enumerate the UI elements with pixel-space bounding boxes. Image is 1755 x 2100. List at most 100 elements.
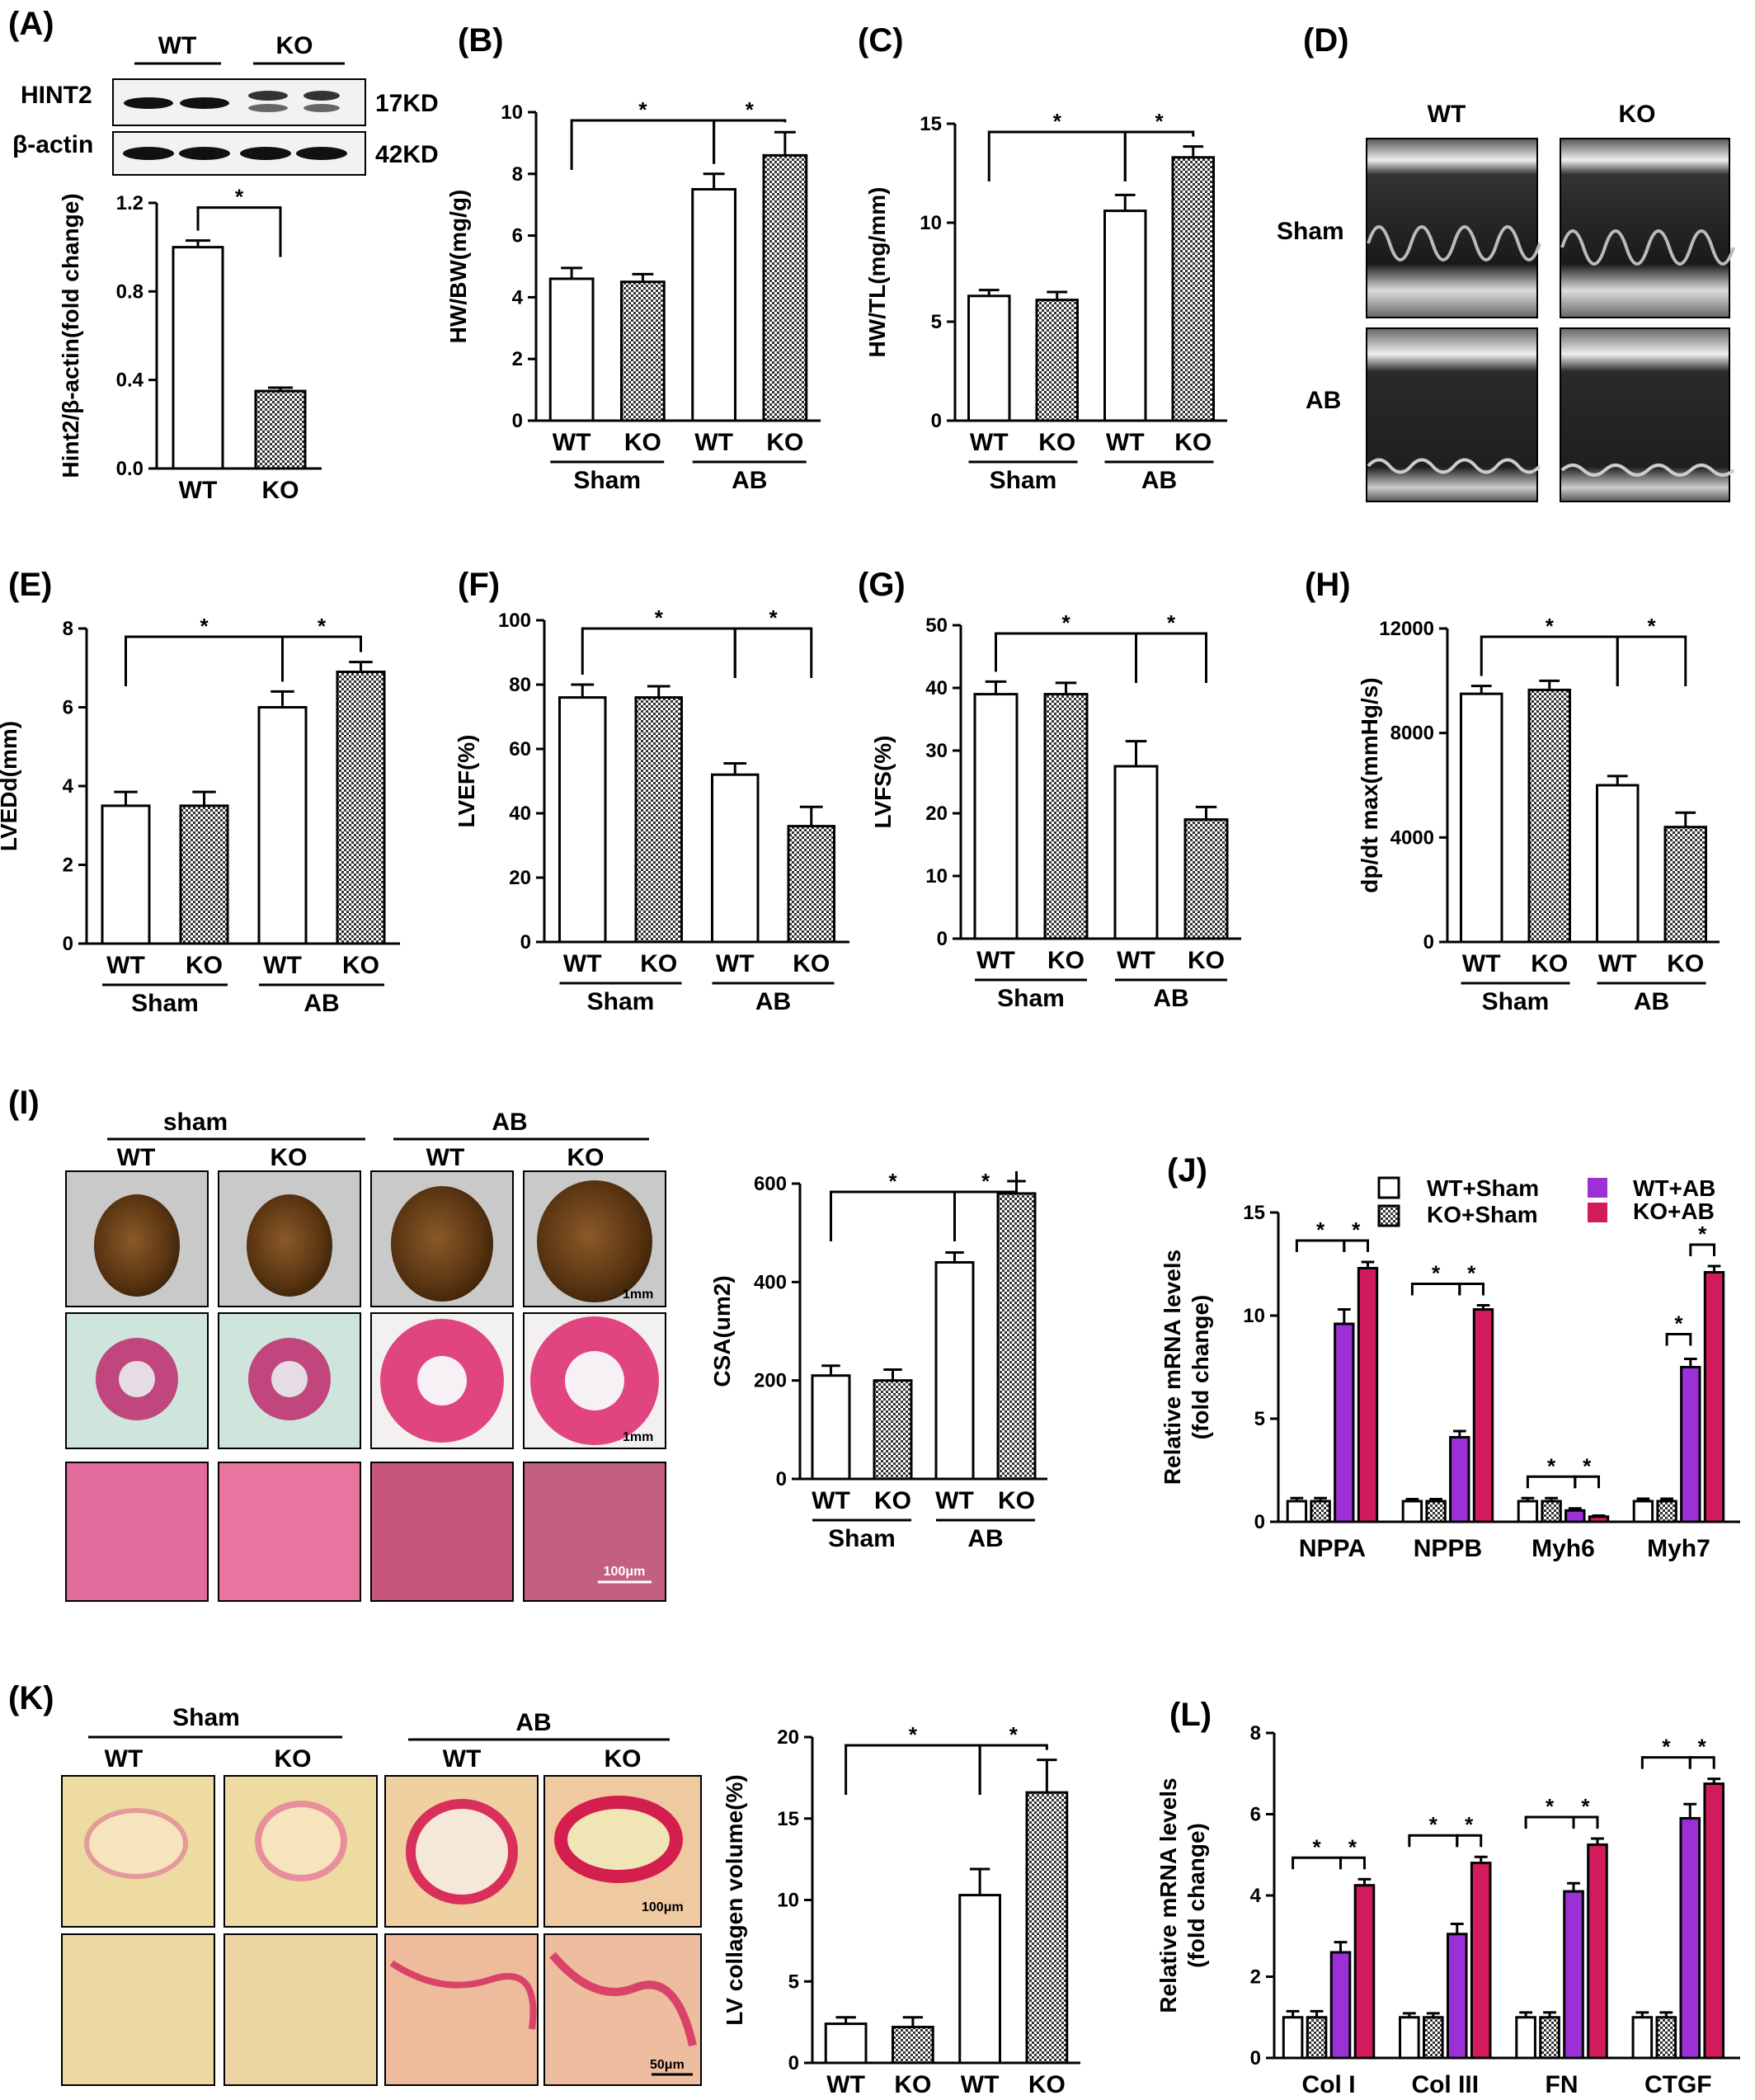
x-tick-label: FN <box>1546 2071 1579 2098</box>
y-tick-label: 80 <box>509 674 531 696</box>
blot-band <box>303 91 340 101</box>
y-axis-label: Relative mRNA levels <box>1155 1777 1181 2013</box>
histo-I-group-ab: AB <box>492 1109 527 1136</box>
panel-letter-D: (D) <box>1303 22 1349 59</box>
sig-bracket <box>953 1171 1018 1241</box>
x-tick-label: WT <box>961 2071 1000 2098</box>
blot-band <box>303 104 340 112</box>
y-tick-label: 6 <box>1250 1804 1261 1826</box>
x-tick-label: WT <box>1117 947 1155 974</box>
bar <box>1596 784 1640 944</box>
bar <box>1043 693 1089 940</box>
bar <box>1449 1436 1470 1523</box>
y-tick-label: 2 <box>512 348 523 370</box>
blot-group-ko: KO <box>276 32 313 59</box>
bar <box>967 294 1011 422</box>
sig-bracket <box>1295 1239 1346 1252</box>
bar <box>996 1192 1037 1481</box>
histo-I-col-label: WT <box>426 1144 465 1171</box>
y-tick-label: 6 <box>63 697 73 719</box>
blot-band <box>248 91 288 101</box>
sig-bracket <box>713 119 787 164</box>
sig-star: * <box>1674 1311 1683 1336</box>
y-tick-label: 0 <box>1423 931 1434 953</box>
sig-star: * <box>746 97 755 122</box>
x-tick-label: WT <box>553 429 591 456</box>
histo-K-group-sham: Sham <box>172 1704 240 1731</box>
y-tick-label: 60 <box>509 738 531 760</box>
sig-star: * <box>655 605 664 630</box>
sig-bracket <box>845 1744 981 1795</box>
y-tick-label: 15 <box>1243 1202 1265 1224</box>
y-tick-label: 10 <box>925 865 948 888</box>
bar <box>172 246 224 470</box>
y-tick-label: 20 <box>777 1726 799 1749</box>
sig-star: * <box>1662 1735 1671 1759</box>
bar <box>762 153 808 422</box>
charts: 0.0 0.4 0.8 1.2 Hint2/β-actin(fold change) WT… <box>0 97 1740 2098</box>
group-label: AB <box>303 990 339 1017</box>
histology-images-K: Sham AB WT KO WT KO 100μm 50μm <box>61 1704 702 2086</box>
chart-G: 0 10 20 30 40 50 LVFS(%) WT KO WT KO Sham AB * * <box>870 610 1241 1012</box>
sig-bracket <box>1408 1834 1459 1848</box>
he-lumen <box>565 1351 624 1410</box>
sig-star: * <box>1155 109 1164 134</box>
bar <box>934 1260 975 1481</box>
echo-wave <box>1560 464 1735 477</box>
heart-shape <box>94 1194 180 1297</box>
sig-bracket <box>1135 632 1207 683</box>
y-tick-label: 15 <box>777 1808 799 1830</box>
echo-wave <box>1560 229 1735 266</box>
chart-J: 0 5 10 15 Relative mRNA levels (fold change) N… <box>1160 1202 1740 1562</box>
panel-letters: (A) (B) (C) (D) (E) (F) (G) (H) (I) (J) (K) (L) <box>8 6 1351 1733</box>
sig-bracket <box>830 1190 956 1241</box>
echo-col-wt: WT <box>1428 101 1466 128</box>
x-tick-label: KO <box>793 950 830 977</box>
panel-letter-C: (C) <box>858 22 904 59</box>
y-tick-label: 0.0 <box>116 458 144 480</box>
x-tick-label: WT <box>179 477 218 504</box>
y-axis-label: LVFS(%) <box>870 735 896 828</box>
bar <box>1310 1500 1331 1523</box>
bar <box>1515 2016 1536 2060</box>
y-tick-label: 8 <box>1250 1722 1261 1745</box>
blot-kd-actin: 42KD <box>375 141 439 168</box>
y-tick-label: 10 <box>1243 1305 1265 1327</box>
legend-swatch <box>1377 1176 1400 1199</box>
y-tick-label: 8 <box>63 618 73 640</box>
he-lumen <box>417 1356 467 1405</box>
bar <box>620 280 666 422</box>
bar <box>787 825 835 944</box>
bar <box>1286 1500 1308 1523</box>
sig-bracket <box>581 627 736 678</box>
y-tick-label: 0 <box>1254 1511 1265 1533</box>
x-tick-label: KO <box>1028 2071 1066 2098</box>
bar <box>101 804 151 945</box>
myocyte-section <box>370 1462 514 1602</box>
x-tick-label: KO <box>1188 947 1225 974</box>
bar <box>1631 2016 1654 2060</box>
sig-bracket <box>1689 1243 1715 1256</box>
sig-star: * <box>1053 109 1062 134</box>
sig-star: * <box>1698 1222 1707 1246</box>
y-tick-label: 40 <box>925 677 948 699</box>
y-tick-label: 5 <box>1254 1408 1265 1430</box>
bar <box>1656 1500 1677 1523</box>
bar <box>1329 1951 1352 2060</box>
sig-bracket <box>1640 1756 1691 1769</box>
legend-swatch <box>1588 1178 1607 1198</box>
y-tick-label: 5 <box>931 311 942 333</box>
y-axis-label: dp/dt max(mmHg/s) <box>1357 677 1382 892</box>
histo-K-group-ab: AB <box>515 1709 551 1736</box>
group-label: Sham <box>828 1525 896 1552</box>
x-tick-label: KO <box>1667 950 1704 977</box>
x-tick-label: KO <box>624 429 661 456</box>
bar <box>1632 1500 1654 1523</box>
sig-star: * <box>1432 1261 1441 1286</box>
echo-image-ko-sham <box>1560 138 1730 318</box>
sig-star: * <box>981 1169 990 1194</box>
blot-band <box>248 104 288 112</box>
y-axis-label: (fold change) <box>1188 1295 1213 1440</box>
bar <box>1113 765 1159 940</box>
heart-shape <box>247 1194 332 1297</box>
